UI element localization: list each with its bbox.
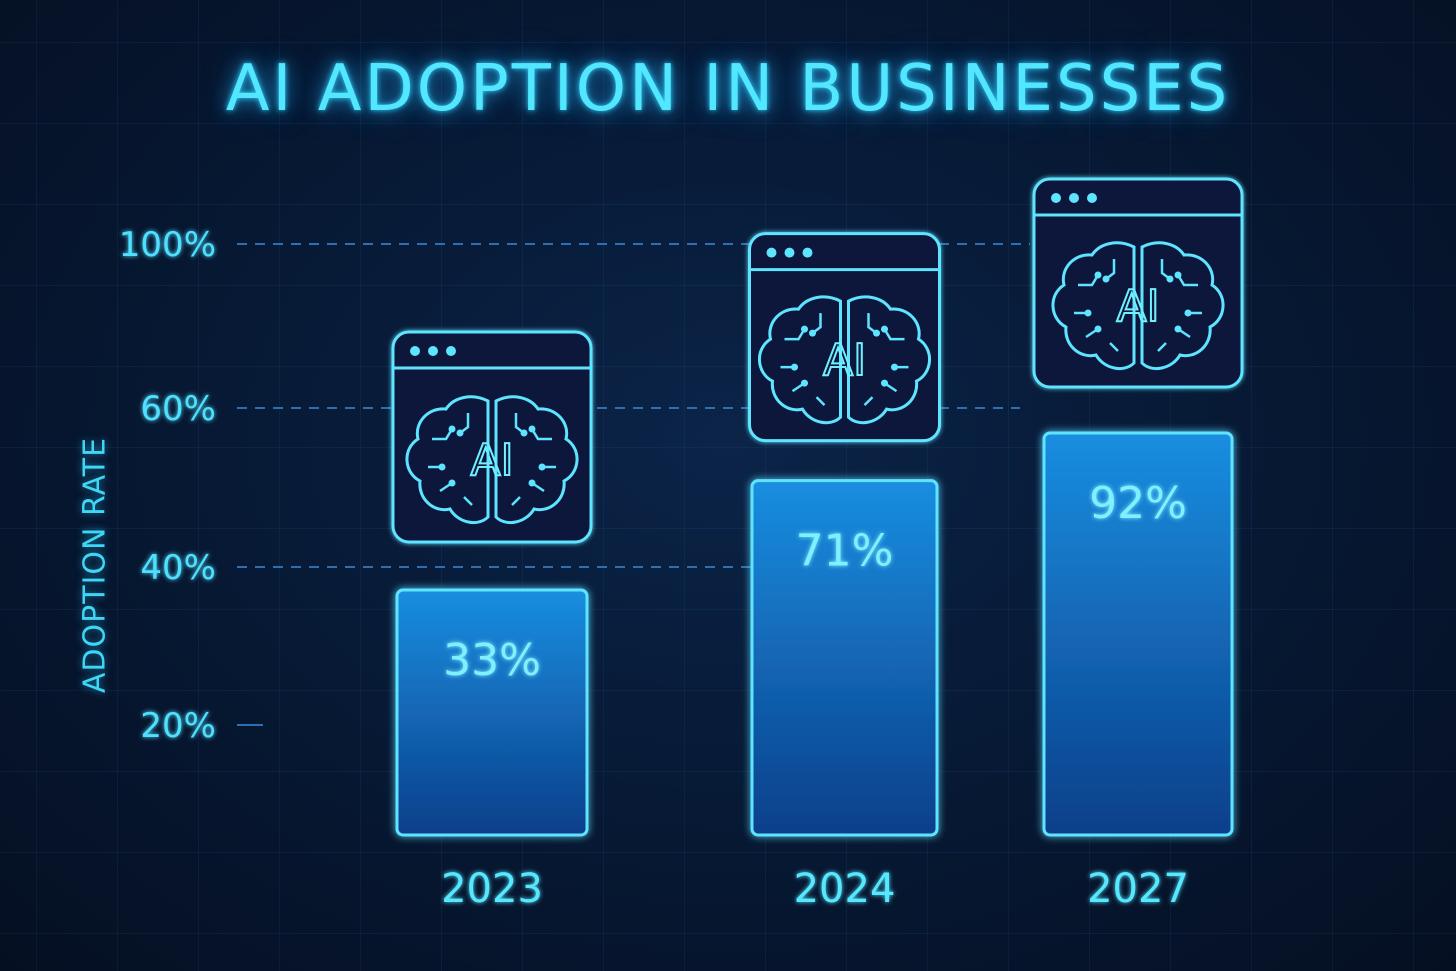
bar-2023 [395,588,589,837]
ai-brain-browser-window-icon: AI [748,232,941,443]
y-tick-label: 60% [140,389,216,429]
bar-value-label: 71% [796,526,894,577]
x-tick-label: 2024 [794,866,896,912]
ai-brain-browser-window-icon: AI [1032,177,1244,389]
ai-icon-text: AI [470,435,513,486]
x-tick-label: 2023 [441,866,543,912]
y-tick-label: 20% [140,706,216,746]
chart-title: AI ADOPTION IN BUSINESSES [225,52,1231,126]
y-tick-labels: 20% 40% 60% 100% [119,225,216,746]
x-tick-labels: 2023 2024 2027 [441,866,1189,912]
bar-value-label: 92% [1089,478,1187,529]
ai-icon-text: AI [1116,281,1159,332]
y-tick-label: 100% [119,225,216,265]
y-tick-label: 40% [140,548,216,588]
x-tick-label: 2027 [1087,866,1189,912]
bars: 33% 71% 92% [395,431,1234,837]
ai-icon-text: AI [823,335,866,386]
ai-icons: AI AI AI [391,177,1244,544]
bar-value-label: 33% [443,635,541,686]
ai-brain-browser-window-icon: AI [391,330,593,544]
